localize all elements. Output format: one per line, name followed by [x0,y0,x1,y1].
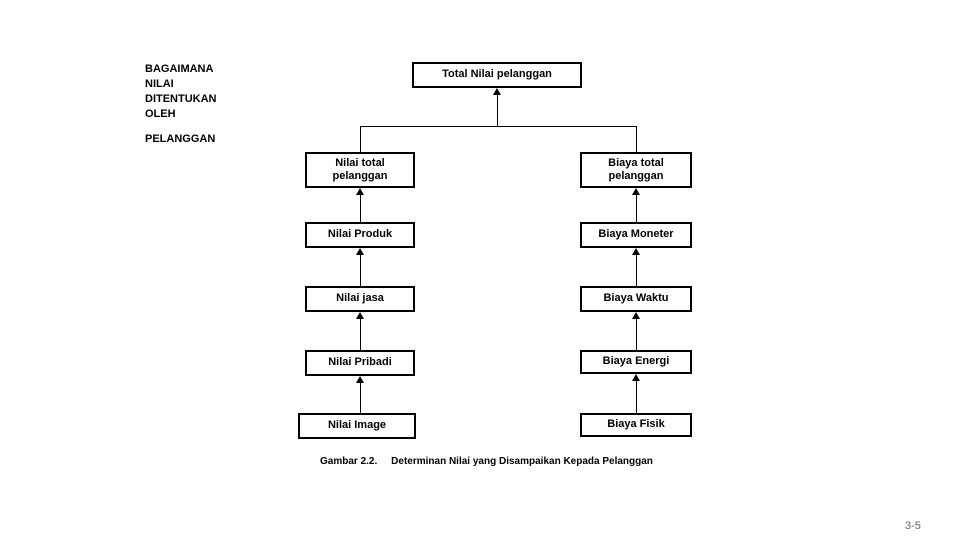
box-right-3: Biaya Energi [580,350,692,374]
box-left-2-label: Nilai jasa [336,292,384,305]
arrow-up-icon [493,88,501,95]
box-left-1-label: Nilai Produk [328,228,392,241]
box-right-2: Biaya Waktu [580,286,692,312]
figure-caption-prefix: Gambar 2.2. [320,456,377,467]
box-left-4: Nilai Image [298,413,416,439]
box-left-head: Nilai totalpelanggan [305,152,415,188]
arrow-up-icon [356,188,364,195]
page-number: 3-5 [905,520,921,532]
arrow-up-icon [356,376,364,383]
arrow-up-icon [632,248,640,255]
box-left-2: Nilai jasa [305,286,415,312]
box-top-label: Total Nilai pelanggan [442,68,552,81]
box-right-2-label: Biaya Waktu [603,292,668,305]
side-title-line2: NILAI [145,78,174,90]
figure-caption: Gambar 2.2. Determinan Nilai yang Disamp… [320,456,653,467]
box-right-1-label: Biaya Moneter [598,228,673,241]
box-right-head-label: Biaya totalpelanggan [608,157,664,183]
figure-caption-text: Determinan Nilai yang Disampaikan Kepada… [391,456,653,467]
side-title-line3: DITENTUKAN [145,93,217,105]
arrow-up-icon [632,374,640,381]
box-top: Total Nilai pelanggan [412,62,582,88]
side-title: BAGAIMANA NILAI DITENTUKAN OLEH [145,62,217,121]
box-right-4-label: Biaya Fisik [607,418,664,431]
arrow-up-icon [356,248,364,255]
box-right-1: Biaya Moneter [580,222,692,248]
side-title-extra: PELANGGAN [145,132,215,147]
arrow-up-icon [632,188,640,195]
side-title-extra-line: PELANGGAN [145,133,215,145]
box-right-head: Biaya totalpelanggan [580,152,692,188]
arrow-up-icon [356,312,364,319]
box-left-3: Nilai Pribadi [305,350,415,376]
box-left-head-label: Nilai totalpelanggan [332,157,387,183]
arrow-up-icon [632,312,640,319]
box-left-4-label: Nilai Image [328,419,386,432]
side-title-line1: BAGAIMANA [145,63,213,75]
box-left-3-label: Nilai Pribadi [328,356,392,369]
box-right-3-label: Biaya Energi [603,355,670,368]
side-title-line4: OLEH [145,108,176,120]
box-right-4: Biaya Fisik [580,413,692,437]
box-left-1: Nilai Produk [305,222,415,248]
